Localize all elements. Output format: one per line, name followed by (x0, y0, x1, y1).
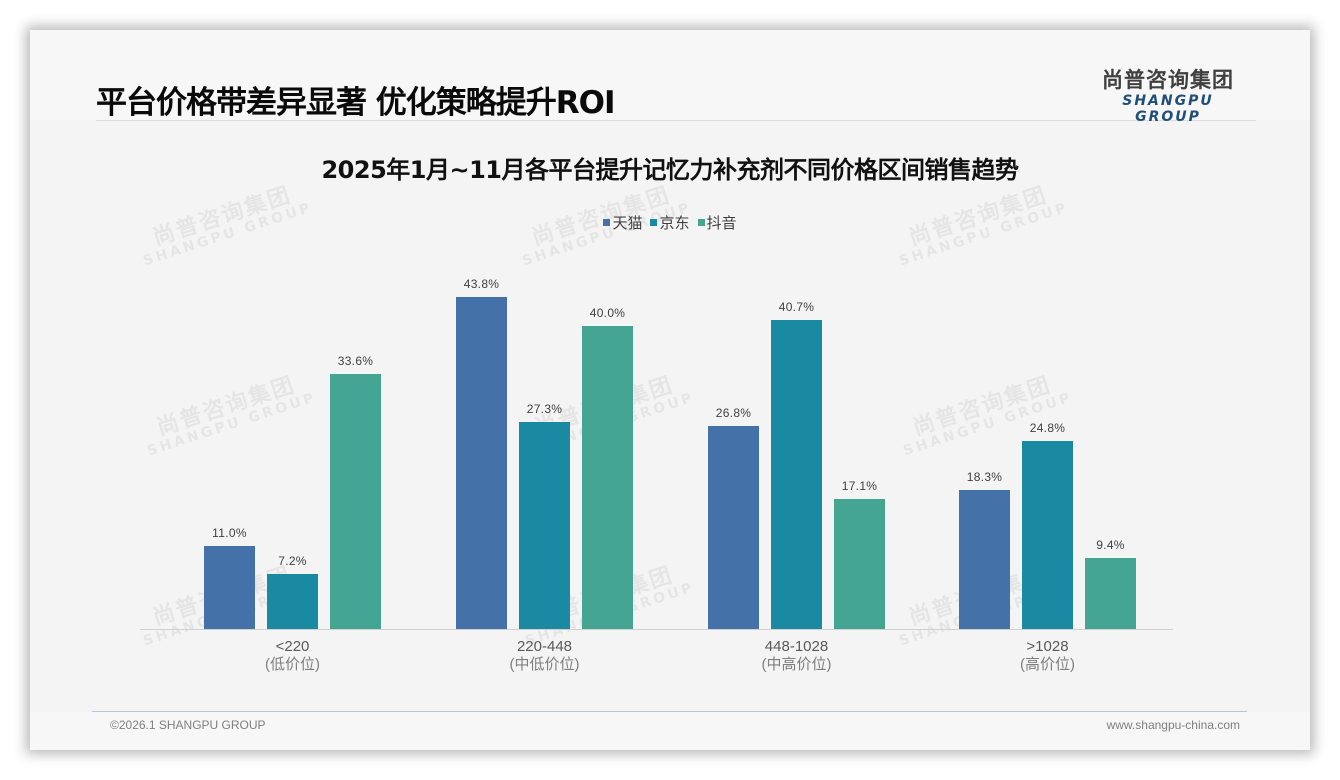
bar (834, 499, 885, 629)
footer-divider (92, 711, 1247, 712)
bar (582, 326, 633, 629)
category-tier: (中高价位) (761, 656, 832, 673)
category-range: 220-448 (516, 638, 573, 655)
legend-item-jd: 京东 (650, 212, 690, 233)
bar-value-label: 17.1% (841, 479, 878, 493)
bar-value-label: 40.7% (778, 300, 815, 314)
bar (456, 297, 507, 629)
x-axis-category-label: 220-448 (中低价位) (465, 638, 625, 674)
category-tier: (中低价位) (509, 656, 580, 673)
x-axis-category-label: >1028 (高价位) (968, 638, 1128, 674)
page-title: 平台价格带差异显著 优化策略提升ROI (96, 85, 616, 121)
bar-chart-plot: 11.0% 7.2% 33.6% <220 (低价位) 43.8% 27.3% 40.0% 22… (30, 30, 1310, 750)
header-band (30, 30, 1310, 120)
slide: 平台价格带差异显著 优化策略提升ROI 尚普咨询集团 SHANGPU GROUP… (30, 30, 1310, 750)
category-range: >1028 (1026, 638, 1069, 655)
legend-item-douyin: 抖音 (697, 212, 737, 233)
bar (771, 320, 822, 629)
bar (1085, 558, 1136, 629)
legend-swatch-icon (603, 219, 611, 226)
bar (959, 490, 1010, 629)
category-tier: (高价位) (1020, 656, 1075, 673)
bar-value-label: 24.8% (1029, 421, 1066, 435)
legend-label: 京东 (659, 215, 690, 232)
legend-label: 抖音 (706, 215, 737, 232)
bar-value-label: 26.8% (715, 406, 752, 420)
logo-en-text: SHANGPU GROUP (1122, 93, 1214, 125)
title-divider (96, 120, 1256, 121)
bar-value-label: 40.0% (589, 306, 626, 320)
footer-copyright: ©2026.1 SHANGPU GROUP (110, 718, 266, 732)
chart-legend: 天猫 京东 抖音 (30, 212, 1310, 233)
bar-value-label: 11.0% (212, 526, 247, 540)
legend-label: 天猫 (612, 215, 643, 232)
bar-value-label: 43.8% (463, 277, 500, 291)
bar-value-label: 33.6% (337, 354, 374, 368)
x-axis-category-label: 448-1028 (中高价位) (717, 638, 877, 674)
footer-band (30, 712, 1310, 750)
company-logo: 尚普咨询集团 SHANGPU GROUP (1088, 64, 1248, 125)
bar (519, 422, 570, 629)
bar (204, 546, 255, 629)
bar (1022, 441, 1073, 629)
category-range: <220 (275, 638, 310, 655)
legend-swatch-icon (650, 219, 658, 226)
x-axis-category-label: <220 (低价位) (213, 638, 373, 674)
bar-value-label: 7.2% (278, 554, 307, 568)
legend-swatch-icon (697, 219, 705, 226)
bar-value-label: 9.4% (1096, 538, 1125, 552)
bar (708, 426, 759, 629)
bar (330, 374, 381, 629)
bar (267, 574, 318, 629)
category-range: 448-1028 (764, 638, 829, 655)
x-axis-line (140, 629, 1173, 630)
bar-value-label: 27.3% (526, 402, 563, 416)
logo-cn-text: 尚普咨询集团 (1102, 68, 1234, 92)
footer-website: www.shangpu-china.com (1106, 718, 1240, 732)
legend-item-tmall: 天猫 (603, 212, 642, 233)
chart-title: 2025年1月~11月各平台提升记忆力补充剂不同价格区间销售趋势 (321, 156, 1019, 184)
category-tier: (低价位) (265, 656, 320, 673)
bar-value-label: 18.3% (966, 470, 1003, 484)
